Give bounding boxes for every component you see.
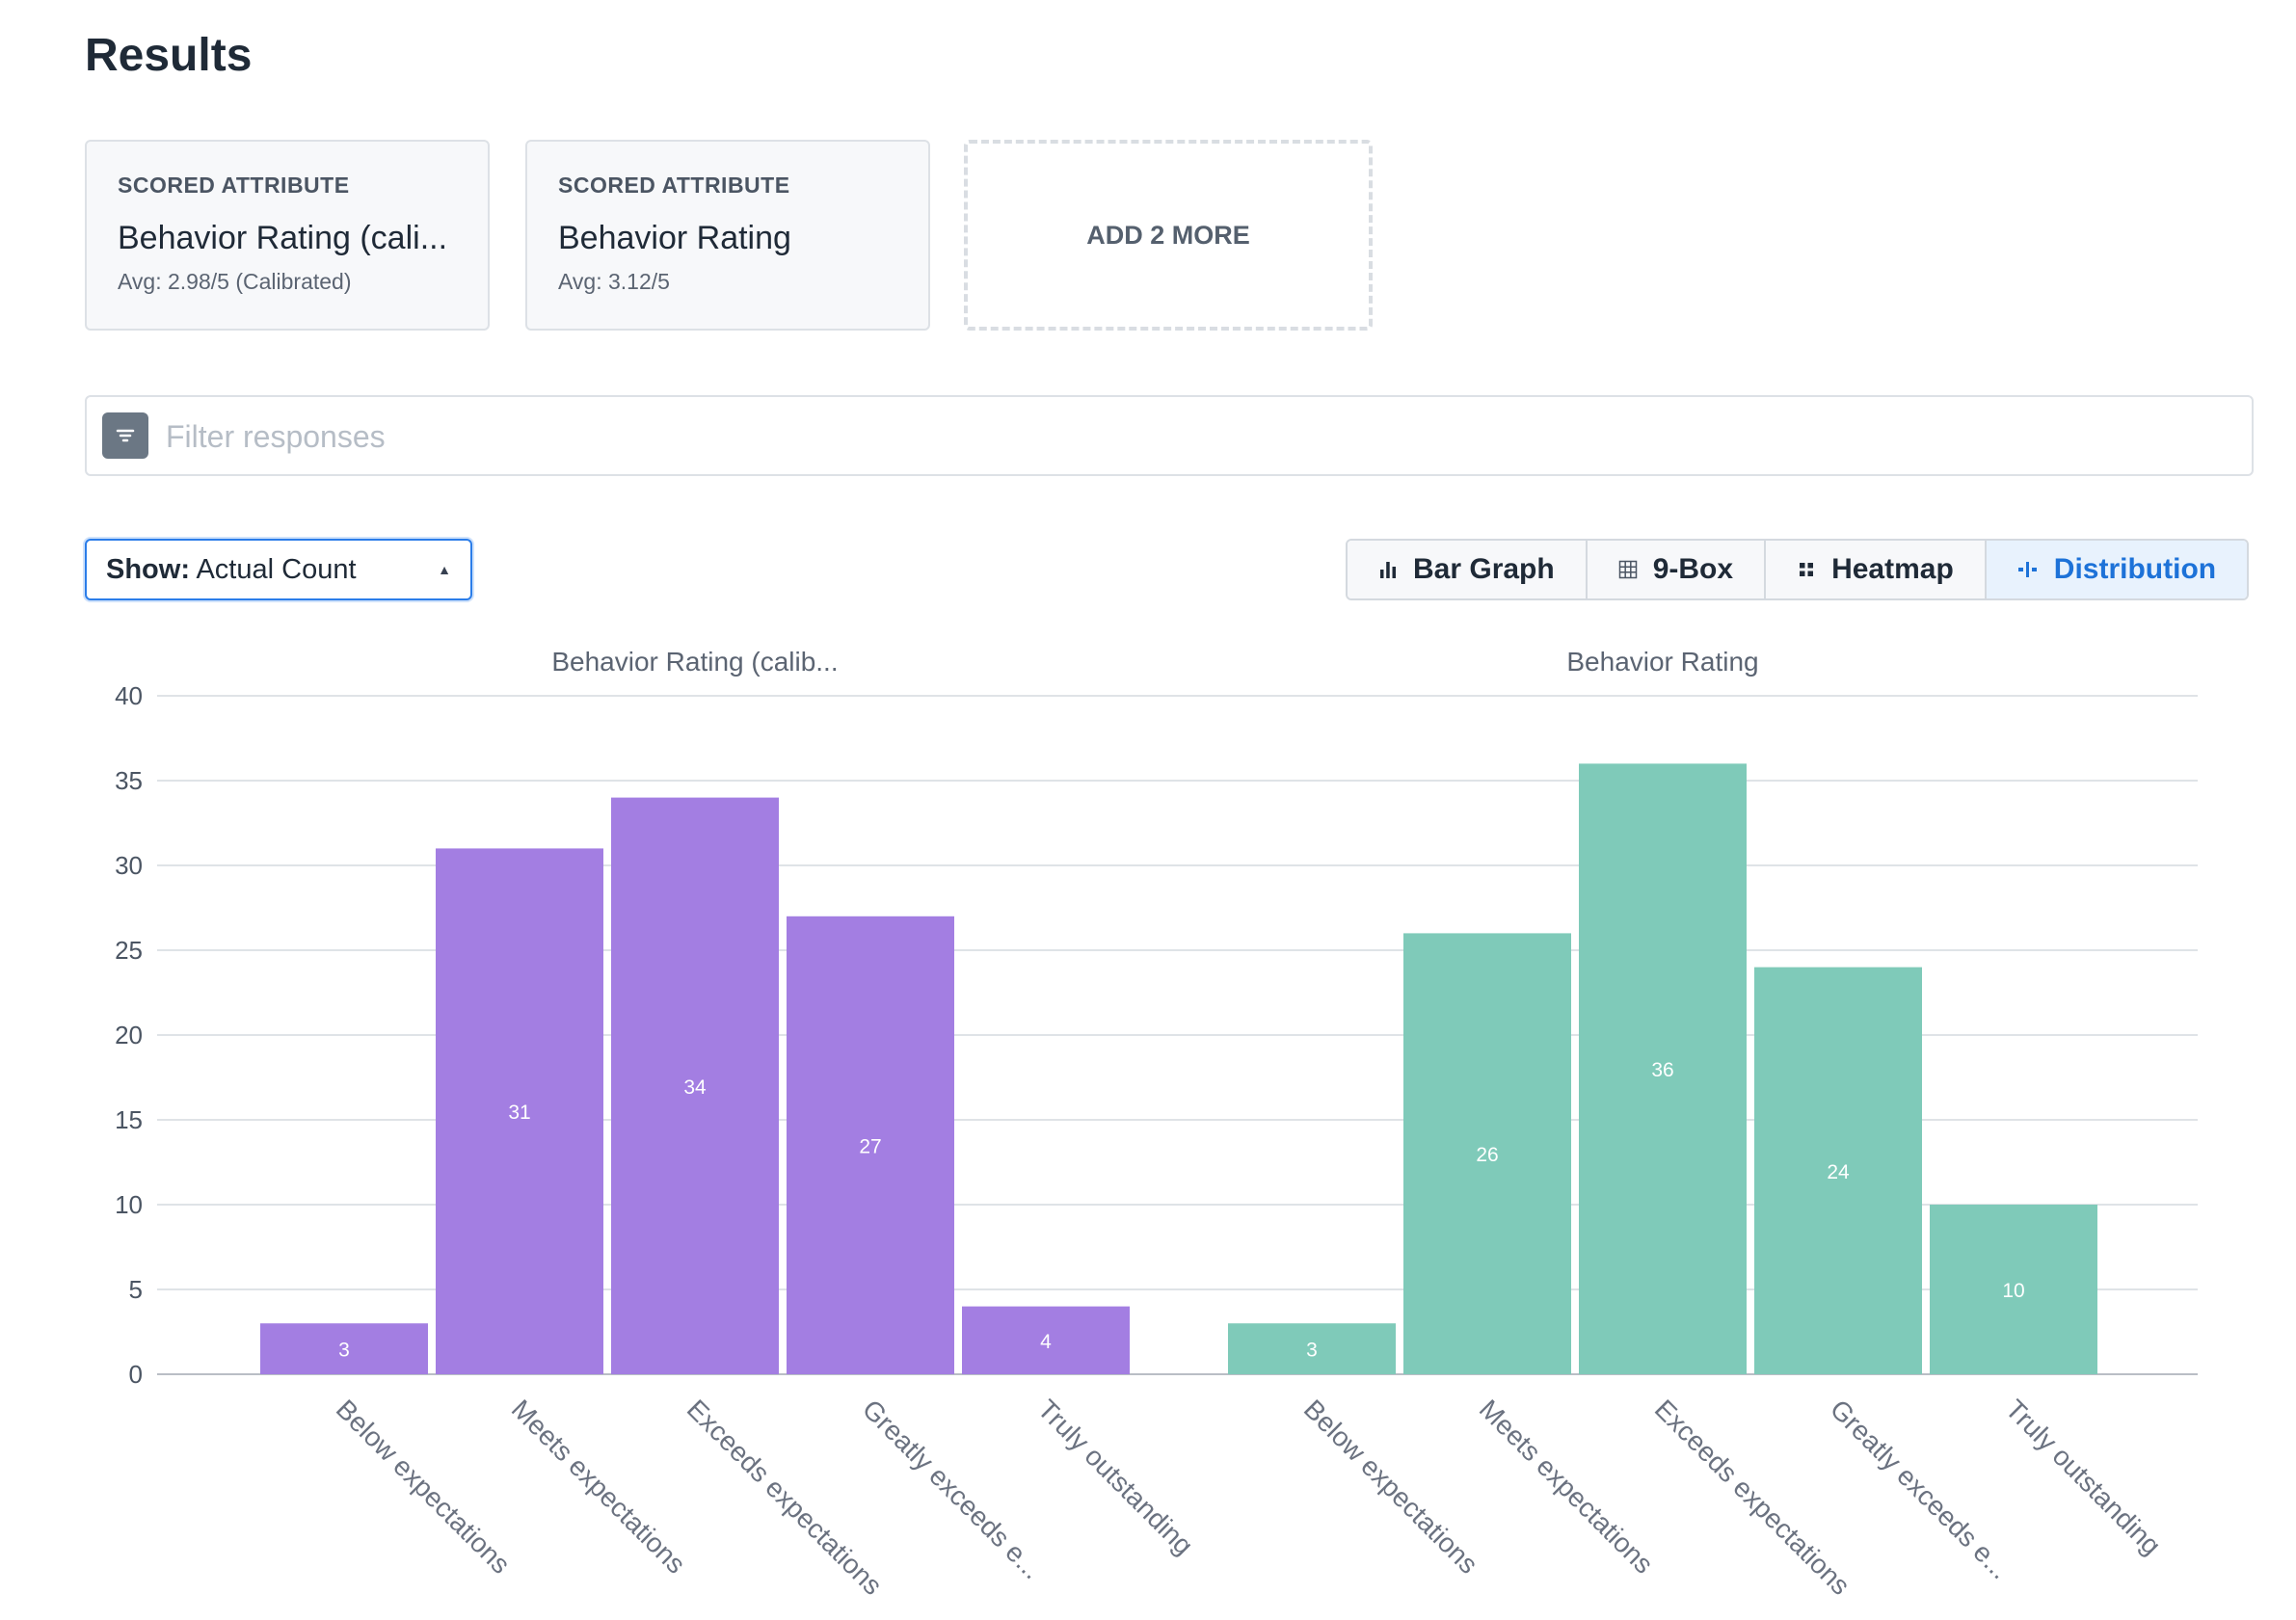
heatmap-icon bbox=[1797, 560, 1816, 579]
y-tick-label: 5 bbox=[129, 1275, 143, 1304]
filter-bar bbox=[85, 395, 2254, 476]
x-category-label: Below expectations bbox=[1298, 1394, 1484, 1580]
y-tick-label: 0 bbox=[129, 1360, 143, 1389]
bar-value-label: 3 bbox=[1306, 1340, 1318, 1362]
bar bbox=[260, 1323, 428, 1374]
bar bbox=[611, 797, 779, 1374]
bar-value-label: 10 bbox=[2002, 1280, 2024, 1302]
bar-value-label: 3 bbox=[338, 1340, 350, 1362]
x-category-label: Exceeds expectations bbox=[1649, 1394, 1856, 1601]
x-category-label: Meets expectations bbox=[1474, 1394, 1660, 1580]
filter-responses-input[interactable] bbox=[164, 411, 2192, 463]
y-tick-label: 20 bbox=[115, 1021, 143, 1049]
card-kicker: SCORED ATTRIBUTE bbox=[558, 173, 790, 198]
bar bbox=[1403, 933, 1571, 1374]
bar bbox=[787, 916, 954, 1374]
bar bbox=[436, 848, 603, 1374]
bar-value-label: 24 bbox=[1827, 1161, 1850, 1183]
x-category-label: Below expectations bbox=[331, 1394, 517, 1580]
bar-value-label: 34 bbox=[683, 1076, 707, 1099]
scored-attribute-card-calibrated[interactable]: SCORED ATTRIBUTE Behavior Rating (cali..… bbox=[85, 140, 490, 331]
distribution-chart: 0 5 10 15 20 25 30 35 40 Behavior Rating (calib..… bbox=[115, 647, 2198, 1601]
tab-bar-graph[interactable]: Bar Graph bbox=[1348, 541, 1588, 598]
bar-value-label: 36 bbox=[1651, 1059, 1673, 1081]
x-category-label: Truly outstanding bbox=[2000, 1394, 2167, 1560]
y-tick-label: 40 bbox=[115, 681, 143, 710]
x-category-label: Truly outstanding bbox=[1032, 1394, 1199, 1560]
card-attribute-name: Behavior Rating (cali... bbox=[118, 220, 448, 256]
card-average: Avg: 2.98/5 (Calibrated) bbox=[118, 269, 352, 294]
show-select-label: Show: bbox=[106, 554, 190, 585]
bar bbox=[962, 1306, 1130, 1374]
show-select-value: Actual Count bbox=[196, 554, 357, 585]
view-mode-tabs: Bar Graph 9-Box Heatmap Distribution bbox=[1346, 539, 2250, 600]
distribution-icon bbox=[2017, 560, 2039, 579]
bar bbox=[1930, 1205, 2097, 1374]
x-category-label: Greatly exceeds e... bbox=[857, 1394, 1048, 1584]
tab-label: Bar Graph bbox=[1413, 553, 1555, 585]
x-category-label: Greatly exceeds e... bbox=[1825, 1394, 2016, 1584]
bar-value-label: 31 bbox=[508, 1102, 530, 1124]
bar-value-label: 26 bbox=[1476, 1144, 1498, 1166]
add-more-attributes-button[interactable]: ADD 2 MORE bbox=[964, 140, 1373, 331]
page-title: Results bbox=[85, 30, 253, 81]
card-kicker: SCORED ATTRIBUTE bbox=[118, 173, 350, 198]
card-average: Avg: 3.12/5 bbox=[558, 269, 670, 294]
tab-heatmap[interactable]: Heatmap bbox=[1766, 541, 1987, 598]
grid-icon bbox=[1618, 560, 1638, 579]
tab-label: 9-Box bbox=[1652, 553, 1734, 585]
y-tick-label: 30 bbox=[115, 851, 143, 880]
scored-attribute-card-behavior[interactable]: SCORED ATTRIBUTE Behavior Rating Avg: 3.… bbox=[525, 140, 930, 331]
tab-distribution[interactable]: Distribution bbox=[1986, 541, 2248, 598]
y-tick-label: 10 bbox=[115, 1190, 143, 1219]
select-caret-icon: ▲ bbox=[438, 562, 451, 577]
bar-graph-icon bbox=[1378, 560, 1398, 579]
tab-label: Distribution bbox=[2053, 553, 2217, 585]
card-attribute-name: Behavior Rating bbox=[558, 220, 791, 256]
bar bbox=[1579, 763, 1747, 1374]
y-tick-label: 15 bbox=[115, 1105, 143, 1134]
bar-value-label: 27 bbox=[859, 1135, 881, 1157]
panel-title: Behavior Rating bbox=[1566, 647, 1758, 677]
x-category-label: Meets expectations bbox=[506, 1394, 692, 1580]
filter-icon[interactable] bbox=[102, 412, 148, 459]
tab-label: Heatmap bbox=[1831, 553, 1954, 585]
bar-value-label: 4 bbox=[1040, 1331, 1052, 1353]
bar bbox=[1228, 1323, 1396, 1374]
tab-9-box[interactable]: 9-Box bbox=[1587, 541, 1767, 598]
x-category-label: Exceeds expectations bbox=[681, 1394, 889, 1601]
show-select[interactable]: Show: Actual Count ▲ bbox=[85, 539, 472, 600]
bar bbox=[1754, 967, 1922, 1374]
y-tick-label: 25 bbox=[115, 936, 143, 965]
panel-title: Behavior Rating (calib... bbox=[551, 647, 838, 677]
y-tick-label: 35 bbox=[115, 766, 143, 795]
